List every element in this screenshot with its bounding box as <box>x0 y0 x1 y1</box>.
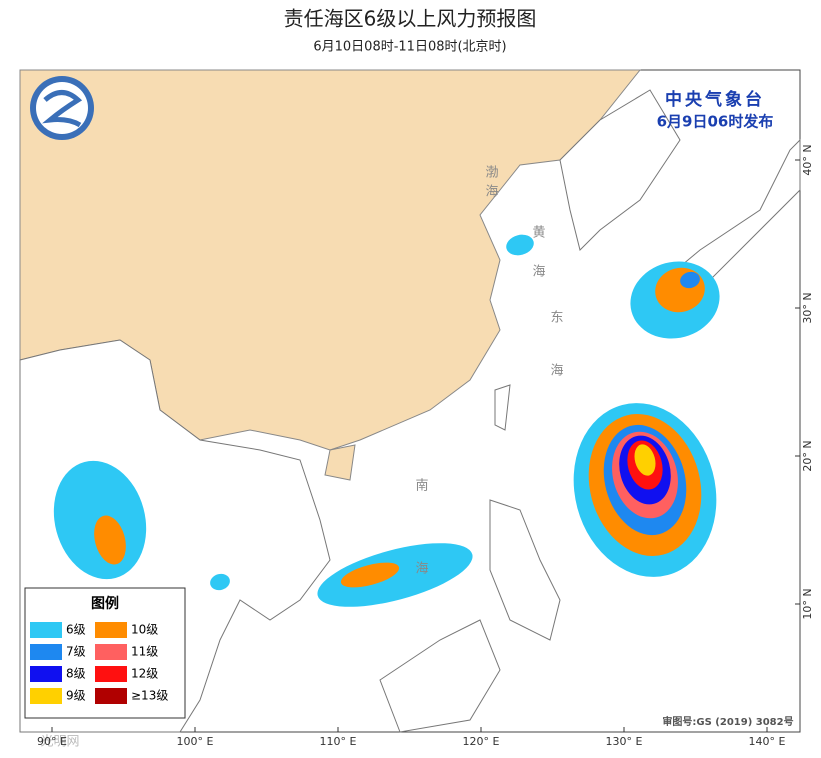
longitude-label: 100° E <box>177 735 214 748</box>
title: 责任海区6级以上风力预报图 <box>284 7 537 31</box>
sea-label: 东海 <box>548 310 564 416</box>
legend-label: 10级 <box>131 623 158 637</box>
legend-swatch <box>30 688 62 704</box>
latitude-label: 40° N <box>801 144 814 175</box>
wind-area <box>210 573 230 591</box>
wind-areas <box>53 234 720 607</box>
longitude-label: 120° E <box>463 735 500 748</box>
longitude-label: 90° E <box>37 735 67 748</box>
legend-label: 6级 <box>66 623 86 637</box>
hainan-land <box>324 444 356 481</box>
legend-label: 9级 <box>66 689 86 703</box>
approval-number: 审图号:GS (2019) 3082号 <box>662 715 793 728</box>
sea-label: 黄海 <box>530 225 546 303</box>
wind-area <box>94 515 126 565</box>
legend-swatch <box>30 622 62 638</box>
wind-area <box>506 234 534 256</box>
legend-label: ≥13级 <box>131 689 168 703</box>
legend-swatch <box>95 622 127 638</box>
longitude-label: 110° E <box>320 735 357 748</box>
latitude-label: 30° N <box>801 292 814 323</box>
wind-area <box>317 543 473 607</box>
legend-swatch <box>95 688 127 704</box>
legend-swatch <box>95 644 127 660</box>
longitude-label: 130° E <box>606 735 643 748</box>
borneo-land <box>379 619 501 733</box>
latitude-label: 10° N <box>801 588 814 619</box>
legend-swatch <box>30 666 62 682</box>
taiwan-land <box>494 384 511 431</box>
wind-area <box>680 271 700 289</box>
philippines-land <box>489 499 561 641</box>
korea-land <box>559 89 681 251</box>
legend: 图例 6级 10级 7级 11级 8级 12级 9级 ≥13级 <box>24 587 186 719</box>
sea-label: 南海 <box>413 477 429 644</box>
watermark: 光明网 <box>40 735 79 750</box>
latitude-label: 20° N <box>801 440 814 471</box>
agency: 中央气象台 <box>665 89 765 110</box>
subtitle: 6月10日08时-11日08时(北京时) <box>313 40 506 55</box>
wind-area <box>634 444 656 476</box>
sea-label: 渤海 <box>483 164 499 203</box>
issue-time: 6月9日06时发布 <box>657 113 774 131</box>
legend-label: 7级 <box>66 645 86 659</box>
legend-swatch <box>95 666 127 682</box>
wind-area <box>340 562 400 588</box>
longitude-label: 140° E <box>749 735 786 748</box>
legend-title: 图例 <box>91 595 119 612</box>
legend-label: 11级 <box>131 645 158 659</box>
logo <box>30 76 94 140</box>
legend-label: 12级 <box>131 667 158 681</box>
legend-label: 8级 <box>66 667 86 681</box>
legend-swatch <box>30 644 62 660</box>
